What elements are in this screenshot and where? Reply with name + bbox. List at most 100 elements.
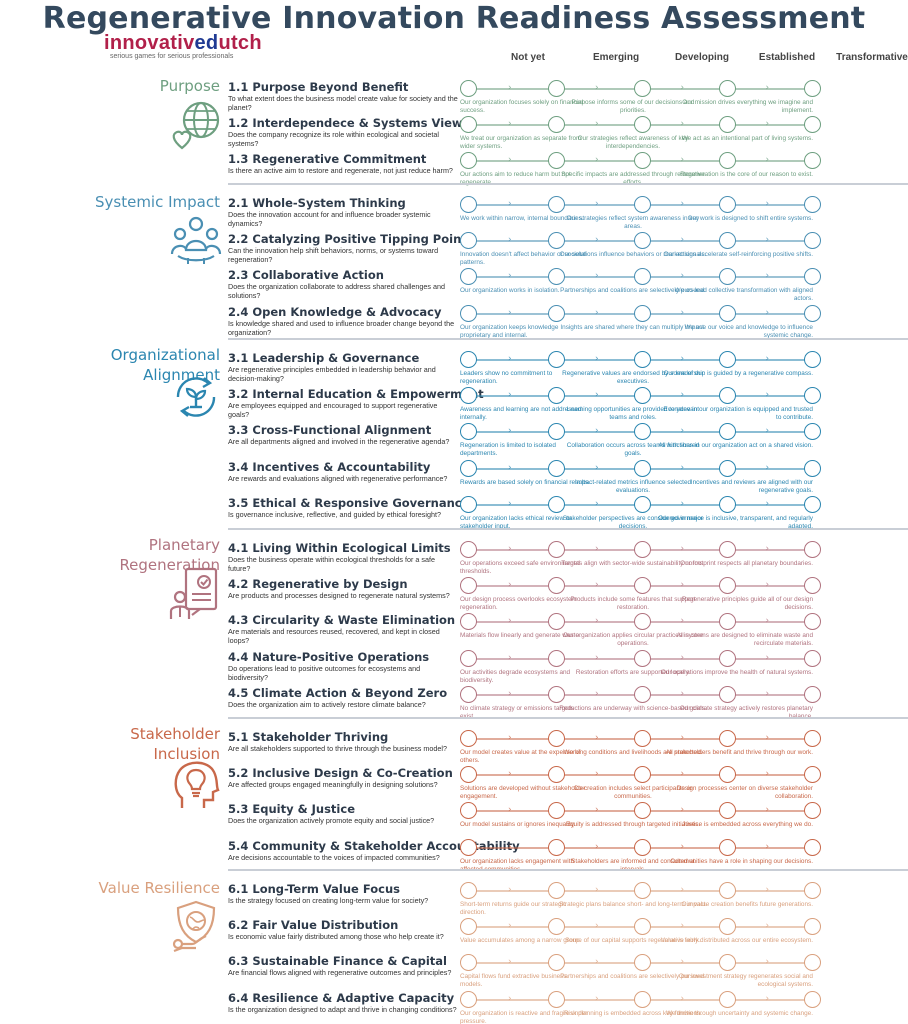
rating-option-transformative[interactable] (804, 577, 821, 595)
rating-option-established[interactable] (719, 116, 736, 134)
rating-option-developing[interactable] (634, 613, 651, 631)
rating-option-established[interactable] (719, 802, 736, 820)
rating-option-not-yet[interactable] (460, 613, 477, 631)
rating-option-transformative[interactable] (804, 495, 821, 513)
rating-option-developing[interactable] (634, 116, 651, 134)
rating-option-emerging[interactable] (548, 495, 565, 513)
rating-option-emerging[interactable] (548, 730, 565, 747)
rating-option-transformative[interactable] (804, 423, 821, 441)
rating-option-transformative[interactable] (804, 918, 821, 936)
rating-option-not-yet[interactable] (460, 838, 477, 856)
rating-option-transformative[interactable] (804, 351, 821, 368)
rating-option-established[interactable] (719, 152, 736, 170)
rating-option-developing[interactable] (634, 80, 651, 97)
rating-option-emerging[interactable] (548, 232, 565, 250)
rating-option-developing[interactable] (634, 990, 651, 1008)
rating-option-not-yet[interactable] (460, 196, 477, 213)
rating-option-transformative[interactable] (804, 268, 821, 286)
rating-option-emerging[interactable] (548, 838, 565, 856)
rating-option-established[interactable] (719, 196, 736, 213)
rating-option-emerging[interactable] (548, 577, 565, 595)
rating-option-established[interactable] (719, 351, 736, 368)
rating-option-not-yet[interactable] (460, 351, 477, 368)
rating-option-established[interactable] (719, 766, 736, 784)
rating-option-transformative[interactable] (804, 459, 821, 477)
rating-option-established[interactable] (719, 459, 736, 477)
rating-option-transformative[interactable] (804, 990, 821, 1008)
rating-option-established[interactable] (719, 232, 736, 250)
rating-option-not-yet[interactable] (460, 541, 477, 558)
rating-option-not-yet[interactable] (460, 882, 477, 899)
rating-option-emerging[interactable] (548, 882, 565, 899)
rating-option-established[interactable] (719, 918, 736, 936)
rating-option-established[interactable] (719, 649, 736, 667)
rating-option-emerging[interactable] (548, 80, 565, 97)
rating-option-developing[interactable] (634, 268, 651, 286)
rating-option-established[interactable] (719, 954, 736, 972)
rating-option-emerging[interactable] (548, 990, 565, 1008)
rating-option-transformative[interactable] (804, 954, 821, 972)
rating-option-developing[interactable] (634, 918, 651, 936)
rating-option-emerging[interactable] (548, 541, 565, 558)
rating-option-not-yet[interactable] (460, 304, 477, 322)
rating-option-established[interactable] (719, 577, 736, 595)
rating-option-emerging[interactable] (548, 459, 565, 477)
rating-option-developing[interactable] (634, 196, 651, 213)
rating-option-developing[interactable] (634, 766, 651, 784)
rating-option-not-yet[interactable] (460, 116, 477, 134)
rating-option-not-yet[interactable] (460, 387, 477, 405)
rating-option-established[interactable] (719, 268, 736, 286)
rating-option-not-yet[interactable] (460, 730, 477, 747)
rating-option-emerging[interactable] (548, 387, 565, 405)
rating-option-not-yet[interactable] (460, 918, 477, 936)
rating-option-transformative[interactable] (804, 116, 821, 134)
rating-option-transformative[interactable] (804, 730, 821, 747)
rating-option-developing[interactable] (634, 730, 651, 747)
rating-option-emerging[interactable] (548, 304, 565, 322)
rating-option-not-yet[interactable] (460, 766, 477, 784)
rating-option-transformative[interactable] (804, 882, 821, 899)
rating-option-not-yet[interactable] (460, 685, 477, 703)
rating-option-transformative[interactable] (804, 802, 821, 820)
rating-option-developing[interactable] (634, 351, 651, 368)
rating-option-developing[interactable] (634, 882, 651, 899)
rating-option-not-yet[interactable] (460, 152, 477, 170)
rating-option-emerging[interactable] (548, 152, 565, 170)
rating-option-emerging[interactable] (548, 685, 565, 703)
rating-option-emerging[interactable] (548, 116, 565, 134)
rating-option-emerging[interactable] (548, 954, 565, 972)
rating-option-not-yet[interactable] (460, 268, 477, 286)
rating-option-established[interactable] (719, 882, 736, 899)
rating-option-not-yet[interactable] (460, 232, 477, 250)
rating-option-not-yet[interactable] (460, 990, 477, 1008)
rating-option-established[interactable] (719, 541, 736, 558)
rating-option-emerging[interactable] (548, 196, 565, 213)
rating-option-emerging[interactable] (548, 802, 565, 820)
rating-option-established[interactable] (719, 423, 736, 441)
rating-option-transformative[interactable] (804, 838, 821, 856)
rating-option-developing[interactable] (634, 577, 651, 595)
rating-option-transformative[interactable] (804, 541, 821, 558)
rating-option-not-yet[interactable] (460, 495, 477, 513)
rating-option-transformative[interactable] (804, 766, 821, 784)
rating-option-not-yet[interactable] (460, 577, 477, 595)
rating-option-emerging[interactable] (548, 268, 565, 286)
rating-option-not-yet[interactable] (460, 954, 477, 972)
rating-option-developing[interactable] (634, 152, 651, 170)
rating-option-not-yet[interactable] (460, 80, 477, 97)
rating-option-transformative[interactable] (804, 304, 821, 322)
rating-option-developing[interactable] (634, 802, 651, 820)
rating-option-transformative[interactable] (804, 613, 821, 631)
rating-option-developing[interactable] (634, 423, 651, 441)
rating-option-transformative[interactable] (804, 649, 821, 667)
rating-option-transformative[interactable] (804, 196, 821, 213)
rating-option-emerging[interactable] (548, 649, 565, 667)
rating-option-not-yet[interactable] (460, 459, 477, 477)
rating-option-developing[interactable] (634, 838, 651, 856)
rating-option-established[interactable] (719, 304, 736, 322)
rating-option-emerging[interactable] (548, 918, 565, 936)
rating-option-transformative[interactable] (804, 232, 821, 250)
rating-option-developing[interactable] (634, 649, 651, 667)
rating-option-developing[interactable] (634, 685, 651, 703)
rating-option-not-yet[interactable] (460, 802, 477, 820)
